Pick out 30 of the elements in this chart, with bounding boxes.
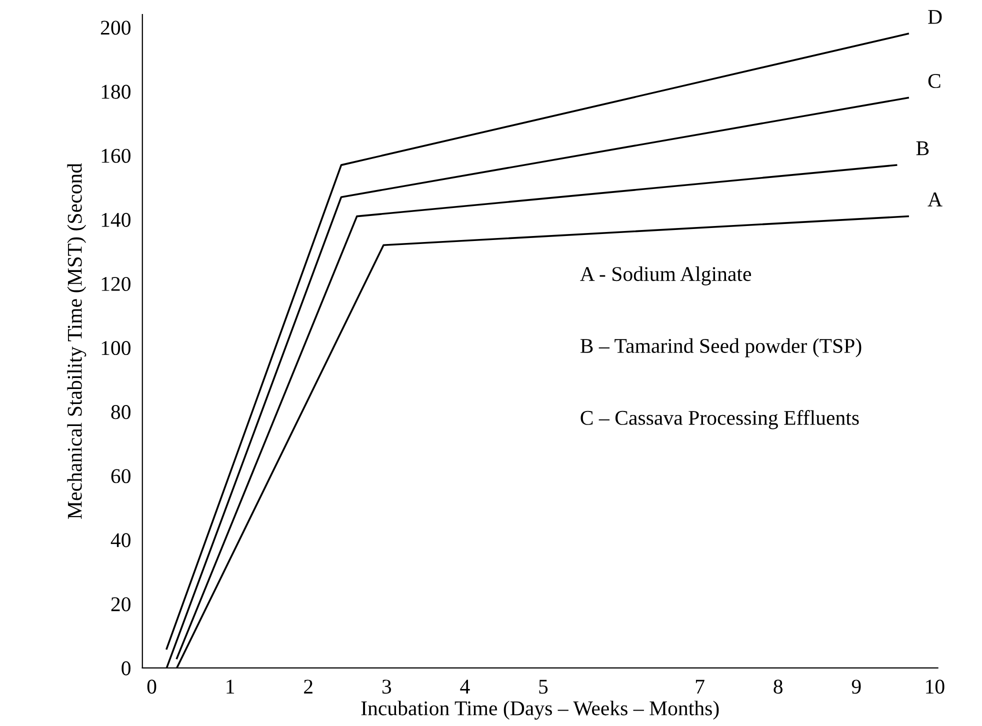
x-tick-label: 7 xyxy=(696,680,704,694)
series-label: B xyxy=(916,141,929,156)
y-tick-label: 40 xyxy=(110,533,130,548)
annotation: B – Tamarind Seed powder (TSP) xyxy=(580,338,862,358)
x-tick-label: 2 xyxy=(304,680,312,694)
y-tick-label: 140 xyxy=(102,212,130,227)
y-tick-label: 80 xyxy=(111,405,130,420)
y-tick-label: 60 xyxy=(111,469,130,484)
y-tick-label: 20 xyxy=(111,597,130,612)
x-tick-label: 0 xyxy=(147,680,156,694)
y-tick-label: 180 xyxy=(102,84,130,99)
x-tick-label: 8 xyxy=(774,680,783,694)
x-tick-label: 4 xyxy=(460,680,470,694)
x-tick-label: 3 xyxy=(382,680,392,694)
y-tick-label: 200 xyxy=(100,20,130,35)
x-tick-label: 5 xyxy=(539,680,548,694)
x-tick-label: 9 xyxy=(852,680,861,694)
series-label: D xyxy=(928,10,942,24)
x-tick-label: 1 xyxy=(226,680,234,694)
y-tick-label: 100 xyxy=(102,341,130,356)
annotation: C – Cassava Processing Effluents xyxy=(580,410,859,430)
series-label: A xyxy=(928,192,942,206)
x-tick-label: 10 xyxy=(926,680,944,694)
y-tick-label: 160 xyxy=(102,148,130,163)
x-axis-title: Incubation Time (Days – Weeks – Months) xyxy=(361,700,719,720)
series-label: C xyxy=(928,74,940,88)
y-tick-label: 120 xyxy=(102,276,130,291)
annotation: A - Sodium Alginate xyxy=(580,266,752,286)
y-tick-label: 0 xyxy=(122,661,130,676)
y-axis-title: Mechanical Stability Time (MST) (Second xyxy=(67,163,86,519)
